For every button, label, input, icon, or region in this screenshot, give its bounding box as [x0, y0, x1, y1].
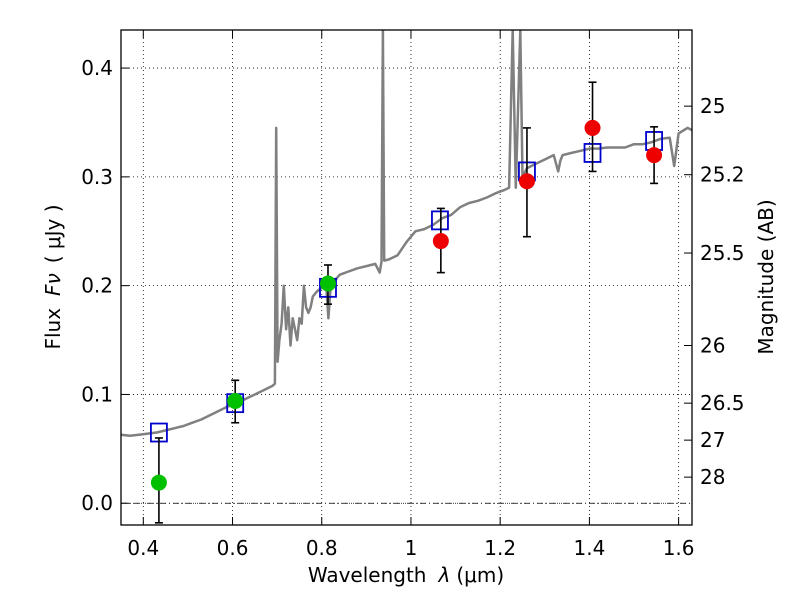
- spectrum-layer: [121, 30, 692, 438]
- x-tick-label: 0.6: [217, 536, 249, 560]
- observed-flux-point: [150, 474, 167, 491]
- x-tick-label: 1: [405, 536, 418, 560]
- y-axis-unit: ( μJy ): [41, 204, 65, 263]
- observed-flux-point: [432, 233, 449, 250]
- y-tick-label: 0.4: [81, 56, 113, 80]
- y-axis-title: FluxFν( μJy ): [41, 204, 65, 349]
- markers-layer: [150, 81, 663, 524]
- x-tick-label: 0.4: [127, 536, 159, 560]
- x-tick-label: 1.2: [484, 536, 516, 560]
- y-tick-label: 0.2: [81, 274, 113, 298]
- x-tick-label: 1.4: [573, 536, 605, 560]
- y2-tick-label: 26.5: [700, 391, 745, 415]
- y-tick-label: 0.0: [81, 491, 113, 515]
- observed-flux-point: [319, 275, 336, 292]
- ticks: 0.4 0.6 0.8 1 1.2 1.4 1.6 0.0 0.1 0.2 0.3 0.4 25 25.2…: [81, 30, 745, 560]
- plot-frame: [120, 29, 693, 526]
- observed-flux-point: [518, 173, 535, 190]
- y-axis-symbol: Fν: [41, 273, 65, 296]
- plot-area: [121, 30, 692, 524]
- spectrum-line: [121, 30, 692, 438]
- y2-tick-label: 25.5: [700, 241, 745, 265]
- model-photometry-square: [431, 210, 449, 231]
- y2-tick-label: 25.2: [700, 163, 745, 187]
- x-axis-unit: (μm): [456, 563, 504, 587]
- observed-flux-point: [227, 392, 244, 409]
- grid: [121, 30, 692, 525]
- y-tick-label: 0.1: [81, 382, 113, 406]
- observed-flux-point: [584, 119, 601, 136]
- y2-tick-label: 27: [700, 428, 725, 452]
- y2-tick-label: 28: [700, 465, 725, 489]
- y2-axis-title: Magnitude (AB): [754, 199, 778, 354]
- x-axis-symbol: λ: [438, 563, 451, 587]
- x-axis-title: Wavelength λ (μm): [308, 563, 504, 587]
- y-tick-label: 0.3: [81, 165, 113, 189]
- observed-flux-point: [646, 147, 663, 164]
- x-tick-label: 1.6: [663, 536, 695, 560]
- x-tick-label: 0.8: [306, 536, 338, 560]
- y2-tick-label: 25: [700, 94, 725, 118]
- y2-tick-label: 26: [700, 333, 725, 357]
